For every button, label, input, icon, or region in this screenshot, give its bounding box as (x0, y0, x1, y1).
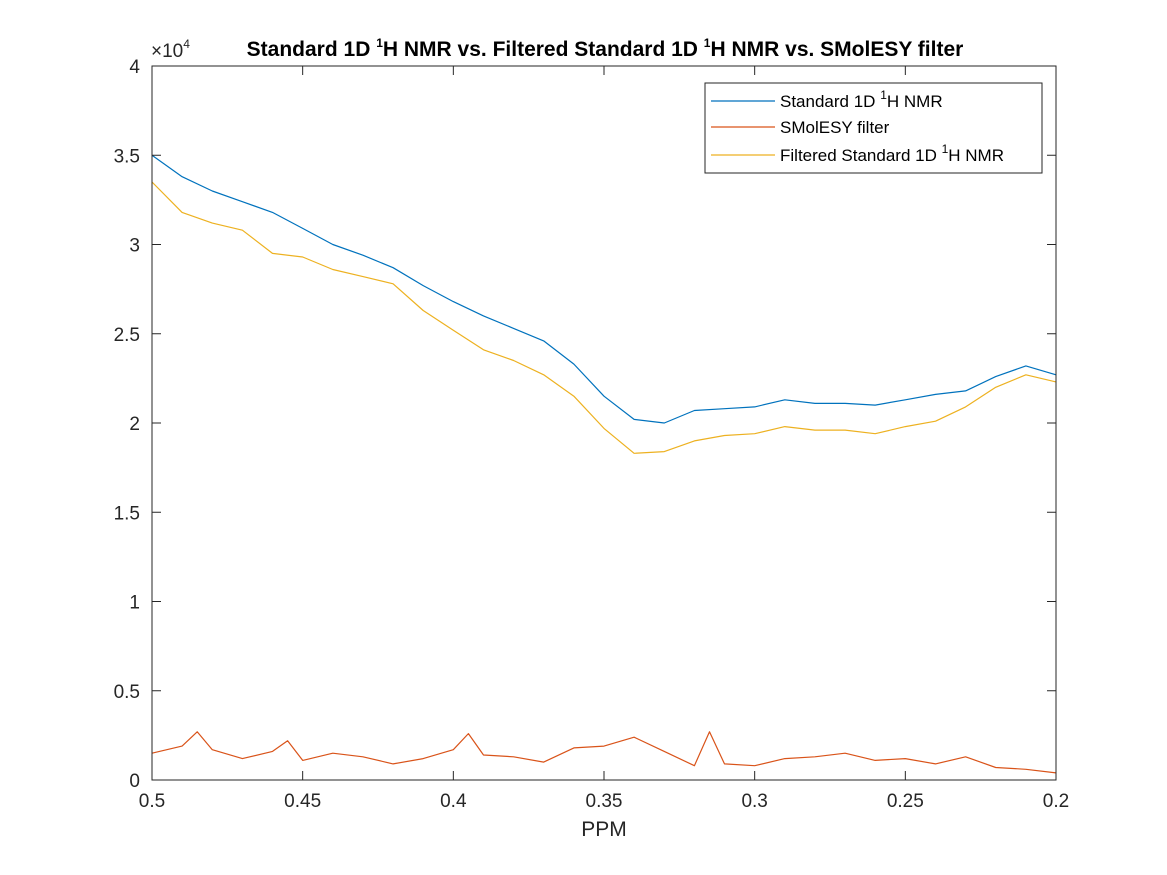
chart-title: Standard 1D 1H NMR vs. Filtered Standard… (247, 36, 964, 61)
legend-entry-standard: Standard 1D 1H NMR (711, 88, 943, 111)
x-tick-label: 0.4 (440, 791, 467, 812)
x-tick-label: 0.3 (741, 791, 767, 812)
chart-title-part-c: H NMR vs. SMolESY filter (710, 38, 963, 61)
legend-label-standard-sup: 1 (880, 88, 887, 102)
legend: Standard 1D 1H NMR SMolESY filter Filter… (704, 82, 1043, 174)
chart-title-part-b: H NMR vs. Filtered Standard 1D (383, 38, 704, 61)
legend-entry-filtered: Filtered Standard 1D 1H NMR (711, 142, 1004, 165)
legend-label-standard: Standard 1D 1H NMR (780, 88, 943, 111)
tick-layer: 0.5 0.45 0.4 0.35 0.3 0.25 0.200.511.522.533.5… (114, 57, 1070, 812)
y-tick-label: 3.5 (114, 146, 140, 167)
legend-label-smolesy: SMolESY filter (780, 118, 890, 137)
x-tick-label: 0.25 (887, 791, 924, 812)
x-tick-label: 0.45 (284, 791, 321, 812)
y-tick-label: 0.5 (114, 682, 140, 703)
x-tick-label: 0.2 (1043, 791, 1069, 812)
y-tick-label: 4 (129, 57, 140, 78)
legend-label-filtered-a: Filtered Standard 1D (780, 146, 942, 165)
series-layer (151, 154, 1057, 774)
x-tick-label: 0.35 (586, 791, 623, 812)
y-tick-label: 2 (129, 414, 140, 435)
chart-title-sup-2: 1 (704, 36, 711, 50)
legend-label-filtered-sup: 1 (942, 142, 949, 156)
x-tick-label: 0.5 (139, 791, 165, 812)
series-line-filtered (151, 181, 1057, 454)
series-line-standard (151, 154, 1057, 424)
y-exponent-base: ×10 (151, 41, 183, 62)
y-exponent-power: 4 (183, 37, 190, 51)
y-tick-label: 3 (129, 236, 140, 257)
y-tick-label: 1.5 (114, 503, 140, 524)
chart-title-sup-1: 1 (376, 36, 383, 50)
series-line-smolesy (151, 731, 1057, 774)
x-axis-label: PPM (581, 818, 627, 841)
legend-label-filtered: Filtered Standard 1D 1H NMR (780, 142, 1004, 165)
y-tick-label: 1 (129, 593, 140, 614)
y-tick-label: 0 (129, 771, 140, 792)
plot-area: 0.5 0.45 0.4 0.35 0.3 0.25 0.200.511.522.533.5… (114, 57, 1070, 812)
y-exponent-label: ×104 (151, 37, 190, 62)
legend-label-standard-b: H NMR (887, 92, 943, 111)
y-tick-label: 2.5 (114, 325, 140, 346)
plot-background (152, 66, 1056, 780)
chart-title-part-a: Standard 1D (247, 38, 377, 61)
legend-label-standard-a: Standard 1D (780, 92, 880, 111)
legend-entry-smolesy: SMolESY filter (711, 118, 890, 137)
legend-box (704, 82, 1043, 174)
legend-label-filtered-b: H NMR (948, 146, 1004, 165)
